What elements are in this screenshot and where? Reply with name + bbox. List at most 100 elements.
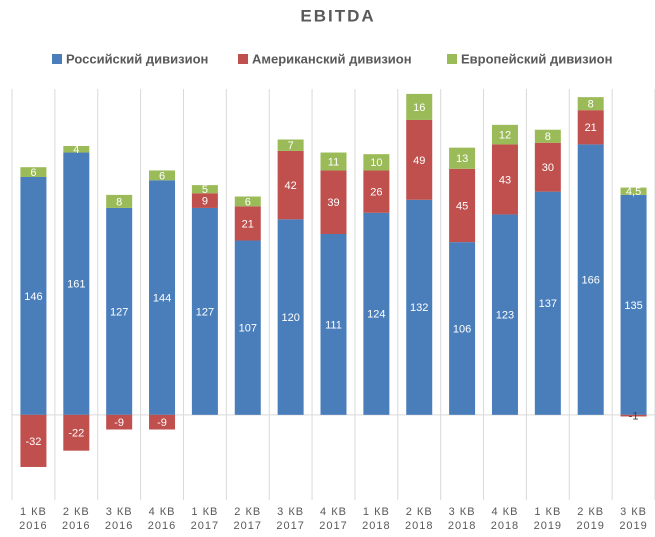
- data-label: 42: [285, 180, 297, 192]
- legend-swatch: [447, 54, 457, 64]
- data-label: 4,5: [626, 186, 641, 198]
- data-label: 21: [242, 218, 254, 230]
- bar-segment: [491, 124, 518, 145]
- legend-label: Европейский дивизион: [461, 51, 612, 66]
- data-label: 43: [499, 174, 511, 186]
- bar-segment: [620, 414, 647, 417]
- bar-segment: [449, 147, 476, 169]
- data-label: 5: [202, 184, 208, 196]
- data-label: 161: [67, 279, 85, 291]
- data-label: 11: [328, 156, 339, 168]
- bar-segment: [149, 414, 176, 430]
- bar-segment: [534, 191, 561, 415]
- bar-segment: [577, 144, 604, 415]
- x-tick-label: 3 КВ 2016: [104, 506, 134, 532]
- bar-segment: [63, 152, 90, 415]
- bar-segment: [277, 219, 304, 415]
- bar-segment: [320, 170, 347, 234]
- bar-segment: [449, 168, 476, 243]
- bar-segment: [449, 242, 476, 415]
- bar-segment: [363, 170, 390, 213]
- bar-segment: [191, 185, 218, 194]
- data-label: 6: [245, 196, 251, 208]
- x-tick-label: 2 КВ 2017: [233, 506, 262, 532]
- bar-segment: [234, 196, 261, 207]
- x-tick-label: 2 КВ 2018: [404, 506, 434, 532]
- x-tick-label: 4 КВ 2017: [319, 506, 348, 532]
- data-label: 8: [588, 99, 594, 111]
- bar-segment: [491, 214, 518, 415]
- legend-label: Американский дивизион: [252, 51, 412, 66]
- data-label: 12: [499, 130, 511, 142]
- data-label: 8: [116, 196, 122, 208]
- data-label: 26: [370, 187, 382, 199]
- data-label: 127: [110, 306, 128, 318]
- bar-segment: [620, 194, 647, 415]
- legend-swatch: [238, 54, 248, 64]
- data-label: 107: [239, 323, 257, 335]
- data-label: -1: [629, 411, 639, 423]
- x-tick-label: 4 КВ 2016: [147, 506, 177, 532]
- data-label: 4: [73, 144, 79, 156]
- bar-segment: [20, 414, 47, 467]
- x-tick-label: 3 КВ 2017: [276, 506, 305, 532]
- data-label: 123: [496, 310, 514, 322]
- data-label: 7: [288, 140, 294, 152]
- data-label: -32: [25, 436, 41, 448]
- x-tick-label: 3 КВ 2019: [619, 506, 648, 532]
- data-label: -22: [68, 428, 84, 440]
- bar-segment: [149, 170, 176, 181]
- bar-segment: [63, 414, 90, 451]
- bar-segment: [106, 194, 133, 208]
- data-label: 144: [153, 292, 171, 304]
- x-tick-label: 2 КВ 2019: [576, 506, 605, 532]
- bar-segment: [106, 207, 133, 415]
- bar-segment: [577, 97, 604, 111]
- bar-segment: [406, 199, 433, 415]
- data-label: 166: [582, 275, 600, 287]
- bar-segment: [534, 142, 561, 192]
- bar-segment: [149, 180, 176, 415]
- x-tick-label: 1 КВ 2017: [190, 506, 220, 532]
- bar-segment: [320, 233, 347, 415]
- data-label: 30: [542, 162, 554, 174]
- bar-segment: [106, 414, 133, 430]
- data-label: 49: [413, 155, 425, 167]
- x-tick-label: 3 КВ 2018: [447, 506, 477, 532]
- legend-label: Российский дивизион: [66, 51, 208, 66]
- x-tick-label: 1 КВ 2018: [362, 506, 391, 532]
- bar-segment: [406, 93, 433, 120]
- bar-segment: [20, 167, 47, 177]
- data-label: -9: [157, 417, 167, 429]
- bar-segment: [363, 212, 390, 415]
- bar-segment: [277, 150, 304, 220]
- data-label: 8: [545, 131, 551, 143]
- data-label: 120: [281, 312, 299, 324]
- data-label: 13: [456, 153, 468, 165]
- data-label: 10: [370, 157, 382, 169]
- data-label: 106: [453, 323, 471, 335]
- data-label: -9: [114, 417, 124, 429]
- bar-segment: [20, 176, 47, 415]
- data-label: 21: [585, 122, 597, 134]
- x-tick-label: 4 КВ 2018: [490, 506, 520, 532]
- legend-swatch: [52, 54, 62, 64]
- data-label: 16: [413, 102, 425, 114]
- bar-segment: [191, 193, 218, 208]
- data-label: 127: [196, 306, 214, 318]
- bar-segment: [234, 240, 261, 415]
- data-label: 146: [24, 291, 42, 303]
- bar-segment: [406, 119, 433, 200]
- bar-segment: [277, 139, 304, 151]
- x-tick-label: 2 КВ 2016: [62, 506, 91, 532]
- data-label: 6: [30, 167, 36, 179]
- data-label: 9: [202, 196, 208, 208]
- bar-segment: [63, 146, 90, 153]
- bar-segment: [234, 206, 261, 241]
- data-label: 137: [539, 298, 557, 310]
- data-label: 111: [325, 319, 342, 331]
- bar-segment: [320, 152, 347, 171]
- bar-segment: [620, 187, 647, 195]
